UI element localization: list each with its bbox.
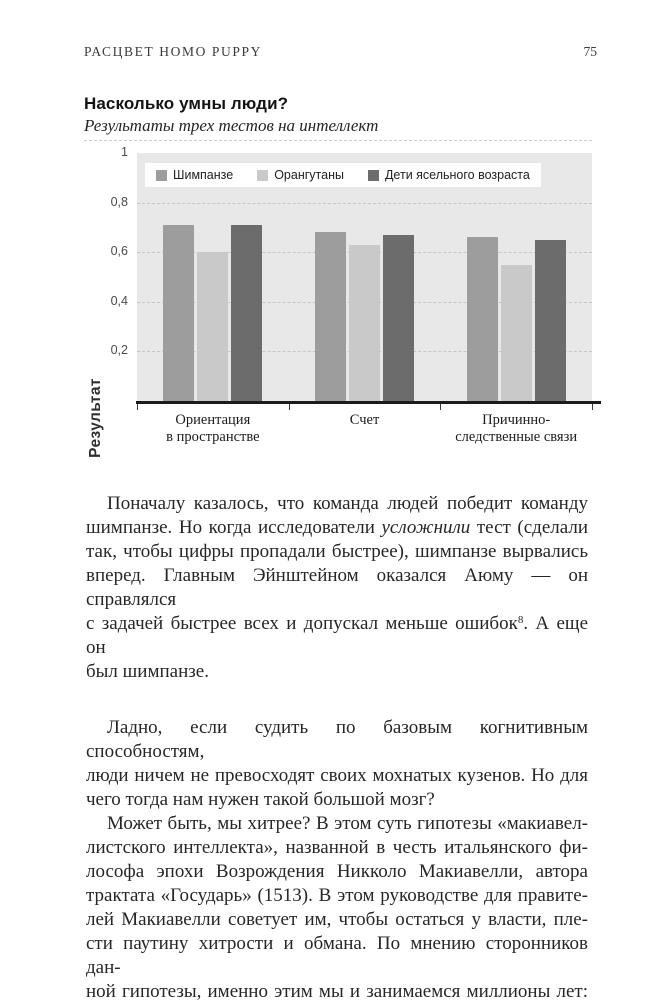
text-line: сти паутину хитрости и обмана. По мнению…: [86, 932, 588, 980]
legend-label: Шимпанзе: [173, 168, 234, 182]
x-category-label: Счет: [289, 412, 441, 446]
y-axis-title: Результат: [87, 378, 104, 458]
bar-Шимпанзе: [466, 237, 498, 401]
text-segment: вперед. Главным Эйнштейном оказался Аюму…: [86, 565, 588, 610]
bar-Дети ясельного возраста: [383, 234, 414, 401]
paragraph: Ладно, если судить по базовым когнитивны…: [86, 716, 588, 812]
text-line: шимпанзе. Но когда исследователи усложни…: [86, 516, 588, 540]
page-number: 75: [583, 44, 598, 59]
text-line: Может быть, мы хитрее? В этом суть гипот…: [86, 812, 588, 836]
paragraph: Может быть, мы хитрее? В этом суть гипот…: [86, 812, 588, 1000]
text-line: чего тогда нам нужен такой большой мозг?: [86, 788, 588, 812]
text-line: трактата «Государь» (1513). В этом руков…: [86, 884, 588, 908]
x-category-label: Ориентация в пространстве: [137, 412, 289, 446]
text-line: Ладно, если судить по базовым когнитивны…: [86, 716, 588, 764]
text-line: Поначалу казалось, что команда людей поб…: [86, 492, 588, 516]
bar-Орангутаны: [349, 244, 380, 401]
y-tick-label: 0,4: [110, 293, 128, 308]
bar-Дети ясельного возраста: [534, 239, 566, 401]
running-title: РАСЦВЕТ HOMO PUPPY: [84, 44, 262, 59]
running-header: РАСЦВЕТ HOMO PUPPY 75: [84, 44, 597, 60]
chart-subtitle: Результаты трех тестов на интеллект: [84, 116, 379, 135]
text-line: люди ничем не превосходят своих мохнатых…: [86, 764, 588, 788]
x-category-label: Причинно-следственные связи: [440, 412, 592, 446]
legend-item: Шимпанзе: [156, 168, 233, 182]
legend-label: Орангутаны: [274, 168, 344, 182]
x-category-line: следственные связи: [455, 429, 578, 445]
text-segment: шимпанзе. Но когда исследователи: [86, 517, 382, 538]
x-category-line: в пространстве: [166, 429, 260, 445]
text-segment: Поначалу казалось, что команда людей поб…: [107, 493, 588, 514]
y-tick-label: 0,8: [110, 194, 128, 209]
chart-title: Насколько умны люди?: [84, 94, 289, 113]
text-segment: Ладно, если судить по базовым когнитивны…: [86, 717, 588, 762]
text-segment: чего тогда нам нужен такой большой мозг?: [86, 789, 435, 810]
legend-swatch: [257, 169, 269, 181]
text-line: так, чтобы цифры пропадали быстрее), шим…: [86, 540, 588, 564]
text-segment: ной гипотезы, именно этим мы и занимаемс…: [86, 981, 588, 1000]
text-segment: Может быть, мы хитрее? В этом суть гипот…: [107, 813, 588, 834]
legend-swatch: [156, 169, 167, 181]
text-segment: трактата «Государь» (1513). В этом руков…: [86, 885, 588, 906]
legend-item: Орангутаны: [257, 168, 344, 182]
text-segment: с задачей быстрее всех и допускал меньше…: [86, 613, 518, 634]
text-segment: листского интеллекта», названной в честь…: [86, 837, 588, 858]
text-segment: люди ничем не превосходят своих мохнатых…: [86, 765, 588, 786]
x-axis-tick: [288, 404, 290, 410]
x-category-line: Счет: [349, 412, 380, 428]
x-axis-tick: [592, 404, 593, 410]
bar-Шимпанзе: [315, 232, 346, 401]
text-segment: так, чтобы цифры пропадали быстрее), шим…: [86, 541, 588, 562]
bar-Орангутаны: [500, 264, 532, 401]
body-text: Поначалу казалось, что команда людей поб…: [86, 492, 588, 1000]
text-line: был шимпанзе.: [86, 660, 588, 684]
y-tick-label: 1: [121, 145, 128, 159]
text-line: листского интеллекта», названной в честь…: [86, 836, 588, 860]
y-tick-label: 0,2: [110, 343, 128, 358]
text-line: вперед. Главным Эйнштейном оказался Аюму…: [86, 564, 588, 612]
x-axis-tick: [440, 404, 442, 410]
chart-top-frame: [84, 140, 592, 141]
text-segment: лей Макиавелли советует им, чтобы остать…: [86, 909, 588, 930]
text-segment: был шимпанзе.: [86, 661, 209, 682]
chart-legend: Шимпанзе Орангутаны Дети ясельного возраст…: [145, 163, 541, 187]
paragraph: Поначалу казалось, что команда людей поб…: [86, 492, 588, 684]
plot-area: Шимпанзе Орангутаны Дети ясельного возраст…: [137, 153, 592, 401]
x-category-line: Ориентация: [175, 412, 251, 428]
bar-Орангутаны: [197, 252, 229, 401]
bar-chart: Результат 1 0,8 0,6 0,4 0,2 Шимпанзе Орангута…: [0, 140, 668, 458]
text-segment: . А еще он: [86, 613, 589, 658]
bar-Дети ясельного возраста: [231, 224, 263, 401]
x-axis-labels: Ориентация в пространстве Счет Причинно-сле…: [137, 412, 592, 446]
bar-Шимпанзе: [163, 224, 195, 401]
text-segment: усложнили: [381, 517, 471, 538]
gridline: [137, 202, 592, 204]
x-axis-line: [136, 401, 601, 404]
text-line: лософа эпохи Возрождения Никколо Макиаве…: [86, 860, 588, 884]
text-segment: тест (сделали: [470, 517, 588, 538]
text-line: лей Макиавелли советует им, чтобы остать…: [86, 908, 588, 932]
legend-item: Дети ясельного возраста: [367, 168, 530, 182]
footnote-marker: 8: [517, 614, 524, 626]
legend-label: Дети ясельного возраста: [384, 168, 530, 182]
text-segment: сти паутину хитрости и обмана. По мнению…: [86, 933, 588, 978]
x-axis-tick: [137, 404, 138, 410]
text-line: с задачей быстрее всех и допускал меньше…: [86, 612, 588, 660]
x-category-line: Причинно-: [482, 412, 551, 428]
y-tick-label: 0,6: [110, 244, 128, 259]
legend-swatch: [367, 169, 379, 181]
text-segment: лософа эпохи Возрождения Никколо Макиаве…: [86, 861, 588, 882]
text-line: ной гипотезы, именно этим мы и занимаемс…: [86, 980, 588, 1000]
